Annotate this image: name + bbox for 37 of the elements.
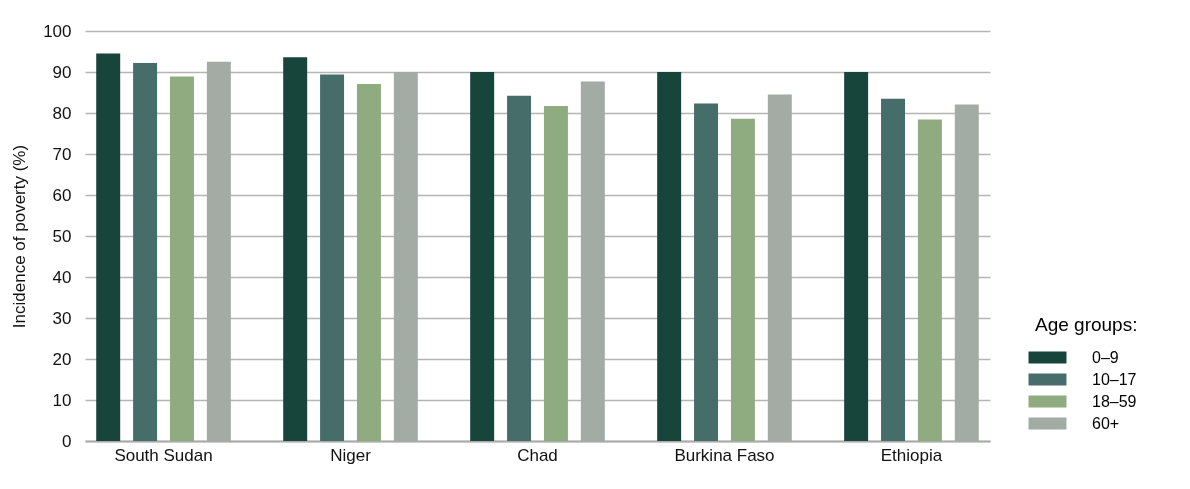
bar [881, 98, 906, 441]
bar [470, 72, 495, 441]
legend-label: 60+ [1092, 414, 1120, 432]
bar [96, 53, 121, 441]
bar [320, 74, 345, 441]
bar [694, 103, 719, 441]
y-tick-label: 0 [62, 431, 72, 451]
bar [507, 95, 532, 441]
bar [169, 76, 194, 441]
y-axis-title: Incidence of poverty (%) [10, 144, 30, 329]
bar [543, 106, 568, 441]
y-tick-label: 40 [52, 267, 72, 287]
bar [283, 57, 308, 441]
y-tick-label: 100 [43, 21, 72, 41]
bar [730, 118, 755, 441]
legend-label: 0–9 [1092, 348, 1119, 366]
y-tick-label: 60 [52, 185, 72, 205]
bar [133, 62, 158, 441]
y-tick-label: 30 [52, 308, 72, 328]
legend-title: Age groups: [1035, 314, 1138, 335]
bar [657, 72, 682, 441]
y-tick-label: 70 [52, 144, 72, 164]
y-tick-label: 10 [52, 390, 72, 410]
x-tick-label: Burkina Faso [674, 445, 775, 465]
y-tick-label: 80 [52, 103, 72, 123]
y-tick-label: 90 [52, 62, 72, 82]
x-tick-label: Niger [330, 445, 372, 465]
y-tick-label: 50 [52, 226, 72, 246]
y-tick-label: 20 [52, 349, 72, 369]
bar [356, 83, 381, 441]
x-tick-label: Ethiopia [880, 445, 943, 465]
legend-label: 18–59 [1092, 392, 1137, 410]
legend-label: 10–17 [1092, 370, 1137, 388]
bar [917, 119, 942, 441]
bar [844, 72, 869, 441]
x-tick-label: Chad [517, 445, 558, 465]
x-tick-label: South Sudan [114, 445, 213, 465]
